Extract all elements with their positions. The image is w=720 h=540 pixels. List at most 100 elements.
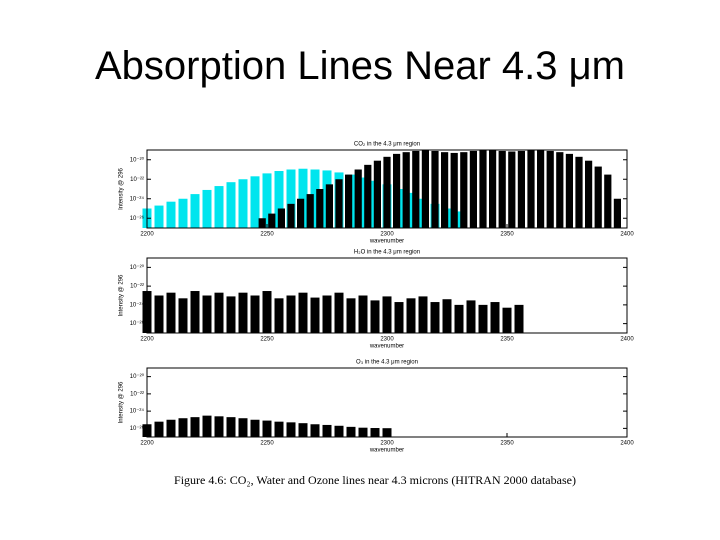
spectral-line xyxy=(450,152,458,228)
spectral-line xyxy=(334,425,344,437)
spectral-line xyxy=(274,421,284,437)
spectral-line xyxy=(325,184,333,228)
y-tick-label: 10⁻²⁶ xyxy=(130,320,145,327)
x-tick-label: 2350 xyxy=(500,441,514,447)
spectral-line xyxy=(373,160,381,228)
spectral-line xyxy=(286,422,296,437)
spectral-line xyxy=(358,295,368,333)
y-tick-label: 10⁻²⁴ xyxy=(130,301,145,308)
spectral-line xyxy=(479,150,487,228)
spectral-line xyxy=(460,152,468,228)
spectral-line xyxy=(431,150,439,228)
y-tick-label: 10⁻²⁶ xyxy=(130,215,145,222)
spectral-line xyxy=(430,302,440,333)
spectral-line xyxy=(514,304,524,333)
spectral-line xyxy=(310,297,320,333)
spectral-line xyxy=(310,424,320,437)
spectral-line xyxy=(354,169,362,228)
x-tick-label: 2350 xyxy=(500,232,514,238)
spectral-line xyxy=(613,198,621,228)
x-tick-label: 2250 xyxy=(260,337,274,343)
spectral-line xyxy=(226,182,236,228)
x-tick-label: 2400 xyxy=(620,232,634,238)
figure-caption: Figure 4.6: CO₂, Water and Ozone lines n… xyxy=(174,473,576,487)
spectral-line xyxy=(250,176,260,228)
y-tick-label: 10⁻²² xyxy=(130,284,144,290)
spectral-line xyxy=(250,419,260,437)
spectral-line xyxy=(238,418,248,437)
y-tick-label: 10⁻²² xyxy=(130,177,144,183)
y-tick-label: 10⁻²⁴ xyxy=(130,195,145,202)
x-axis-label: wavenumber xyxy=(369,448,404,454)
spectral-line xyxy=(262,420,272,437)
spectral-line xyxy=(214,416,224,437)
spectral-line xyxy=(527,150,535,228)
spectral-line xyxy=(370,300,380,333)
spectral-line xyxy=(346,298,356,333)
spectral-line xyxy=(502,307,512,333)
spectral-line xyxy=(178,198,188,228)
spectral-line xyxy=(274,171,284,228)
x-axis-label: wavenumber xyxy=(369,239,404,245)
spectral-line xyxy=(508,151,516,228)
spectral-line xyxy=(335,179,343,228)
spectral-line xyxy=(517,150,525,228)
x-axis-label: wavenumber xyxy=(369,344,404,350)
spectral-line xyxy=(489,150,497,228)
spectral-line xyxy=(442,299,452,333)
spectral-line xyxy=(202,189,212,228)
spectral-line xyxy=(202,415,212,437)
spectral-line xyxy=(178,418,188,437)
spectral-line xyxy=(226,296,236,333)
spectral-line xyxy=(412,150,420,228)
y-axis-label: Intensity @ 296 xyxy=(119,274,125,316)
spectral-line xyxy=(238,179,248,228)
spectral-line xyxy=(154,421,164,437)
spectral-line xyxy=(286,295,296,333)
x-tick-label: 2400 xyxy=(620,441,634,447)
x-tick-label: 2300 xyxy=(380,337,394,343)
spectral-line xyxy=(277,208,285,228)
spectral-line xyxy=(306,194,314,228)
spectral-line xyxy=(382,296,392,333)
spectral-line xyxy=(441,152,449,228)
y-tick-label: 10⁻²² xyxy=(130,391,144,397)
spectral-line xyxy=(358,427,368,437)
spectral-line xyxy=(298,292,308,333)
spectral-line xyxy=(154,295,164,333)
spectral-line xyxy=(286,169,296,228)
spectral-line xyxy=(190,194,200,228)
y-tick-label: 10⁻²⁰ xyxy=(130,264,145,271)
y-tick-label: 10⁻²⁴ xyxy=(130,408,145,415)
x-tick-label: 2300 xyxy=(380,441,394,447)
spectral-line xyxy=(297,198,305,228)
spectral-line xyxy=(214,292,224,333)
spectral-line xyxy=(594,166,602,228)
spectral-line xyxy=(383,156,391,228)
spectral-line xyxy=(298,168,308,228)
spectral-line xyxy=(154,205,164,228)
y-axis-label: Intensity @ 296 xyxy=(119,167,125,209)
spectral-line xyxy=(250,295,260,333)
y-tick-label: 10⁻²⁰ xyxy=(130,373,145,380)
x-tick-label: 2300 xyxy=(380,232,394,238)
panel-title: O₃ in the 4.3 μm region xyxy=(356,360,418,366)
x-tick-label: 2250 xyxy=(260,232,274,238)
spectral-line xyxy=(202,295,212,333)
spectral-line xyxy=(268,213,276,228)
spectral-line xyxy=(454,304,464,333)
x-tick-label: 2200 xyxy=(140,337,154,343)
spectral-line xyxy=(287,203,295,228)
spectral-line xyxy=(316,189,324,228)
y-tick-label: 10⁻²⁶ xyxy=(130,425,145,432)
spectral-line xyxy=(402,152,410,228)
x-tick-label: 2200 xyxy=(140,441,154,447)
spectral-line xyxy=(166,292,176,333)
spectral-line xyxy=(262,291,272,333)
x-tick-label: 2350 xyxy=(500,337,514,343)
spectral-line xyxy=(421,150,429,228)
spectral-line xyxy=(537,150,545,228)
spectral-line xyxy=(190,291,200,333)
